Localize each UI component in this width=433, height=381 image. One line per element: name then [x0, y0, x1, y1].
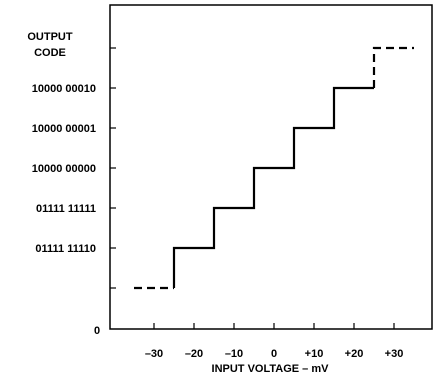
- plot-frame: [109, 4, 433, 330]
- dashed-segment-2: [372, 46, 414, 88]
- y-tick-label-4: 10000 00001: [32, 123, 96, 135]
- transfer-staircase-0: [172, 86, 374, 288]
- y-tick-label-3: 10000 00000: [32, 163, 96, 175]
- y-tick-label-1: 01111 11110: [35, 243, 96, 255]
- x-tick-label-5: +20: [345, 348, 364, 360]
- x-tick-label-0: –30: [145, 348, 163, 360]
- x-tick-label-3: 0: [271, 348, 277, 360]
- x-tick-label-4: +10: [305, 348, 324, 360]
- x-tick-label-6: +30: [385, 348, 404, 360]
- y-tick-label-5: 10000 00010: [32, 83, 96, 95]
- x-tick-label-1: –20: [185, 348, 203, 360]
- origin-label: 0: [94, 325, 100, 337]
- chart-marks: –30 –20 –10 0 +10 +20 +30 01111 11110 01111 1111…: [32, 46, 414, 360]
- x-axis-title: INPUT VOLTAGE – mV: [212, 363, 330, 375]
- y-tick-label-2: 01111 11111: [36, 203, 96, 215]
- y-axis-title-line-2: CODE: [34, 47, 66, 59]
- x-tick-label-2: –10: [225, 348, 243, 360]
- y-axis-title-line-1: OUTPUT: [27, 31, 73, 43]
